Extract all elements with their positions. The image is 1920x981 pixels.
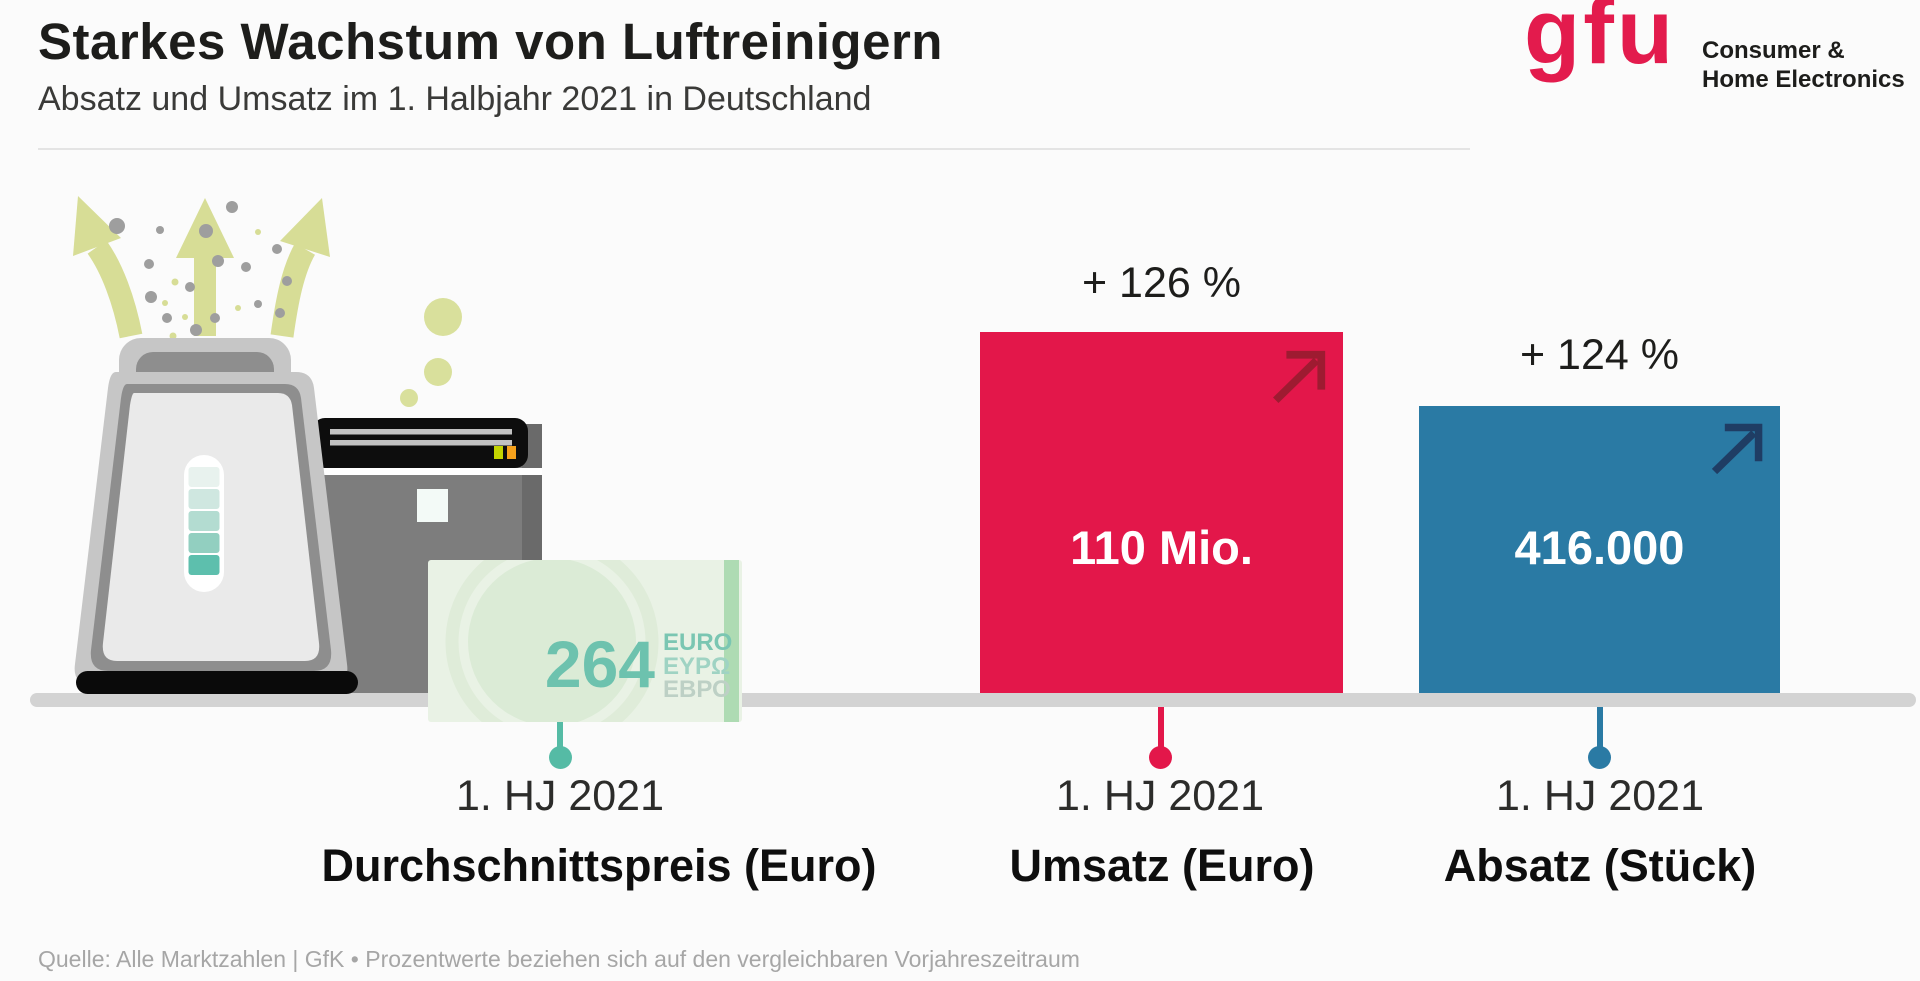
absatz-dot bbox=[1588, 746, 1611, 769]
price-stem bbox=[557, 718, 563, 750]
power-led-green bbox=[494, 446, 503, 459]
umsatz-dot bbox=[1149, 746, 1172, 769]
power-led-orange bbox=[507, 446, 516, 459]
umsatz-growth-label: + 126 % bbox=[1082, 259, 1241, 307]
banknote-illustration: 264 EURO ΕΥΡΩ ЕВРО bbox=[428, 560, 742, 722]
clean-air-arrows-icon bbox=[73, 196, 330, 339]
filter-indicator-segments bbox=[188, 467, 220, 575]
growth-arrow-icon bbox=[1711, 423, 1763, 475]
page-title: Starkes Wachstum von Luftreinigern bbox=[38, 13, 943, 70]
absatz-bar: 416.000 bbox=[1419, 406, 1780, 693]
umsatz-bar: 110 Mio. bbox=[980, 332, 1343, 693]
price-dot bbox=[549, 746, 572, 769]
umsatz-period-label: 1. HJ 2021 bbox=[1056, 772, 1264, 820]
page-subtitle: Absatz und Umsatz im 1. Halbjahr 2021 in… bbox=[38, 80, 872, 118]
banknote-value: 264 bbox=[545, 627, 655, 701]
particle-dots bbox=[109, 201, 292, 336]
absatz-value: 416.000 bbox=[1514, 521, 1685, 574]
banknote-currency-line2: ΕΥΡΩ bbox=[663, 653, 730, 680]
particle-dots-olive bbox=[162, 229, 261, 340]
logo-tagline: Consumer & Home Electronics bbox=[1702, 36, 1905, 94]
price-period-label: 1. HJ 2021 bbox=[456, 772, 664, 820]
header-divider bbox=[38, 148, 1470, 150]
growth-arrow-icon bbox=[1273, 350, 1326, 404]
purifier-display bbox=[417, 489, 448, 522]
air-purifier-left bbox=[74, 338, 358, 694]
banknote-currency-line1: EURO bbox=[663, 629, 732, 656]
logo-tagline-line2: Home Electronics bbox=[1702, 66, 1905, 93]
absatz-period-label: 1. HJ 2021 bbox=[1496, 772, 1704, 820]
absatz-category-label: Absatz (Stück) bbox=[1443, 840, 1757, 891]
gfu-logo: gfu bbox=[1524, 0, 1677, 83]
price-category-label: Durchschnittspreis (Euro) bbox=[321, 840, 877, 891]
umsatz-value: 110 Mio. bbox=[1070, 521, 1253, 574]
umsatz-category-label: Umsatz (Euro) bbox=[1009, 840, 1315, 891]
absatz-stem bbox=[1597, 700, 1603, 750]
air-purifier-illustration: 264 EURO ΕΥΡΩ ЕВРО bbox=[73, 196, 742, 722]
air-bubbles bbox=[400, 298, 462, 407]
source-note: Quelle: Alle Marktzahlen | GfK • Prozent… bbox=[38, 946, 1080, 972]
banknote-currency-line3: ЕВРО bbox=[663, 676, 731, 703]
umsatz-stem bbox=[1158, 700, 1164, 750]
logo-tagline-line1: Consumer & bbox=[1702, 37, 1845, 64]
absatz-growth-label: + 124 % bbox=[1520, 331, 1679, 379]
